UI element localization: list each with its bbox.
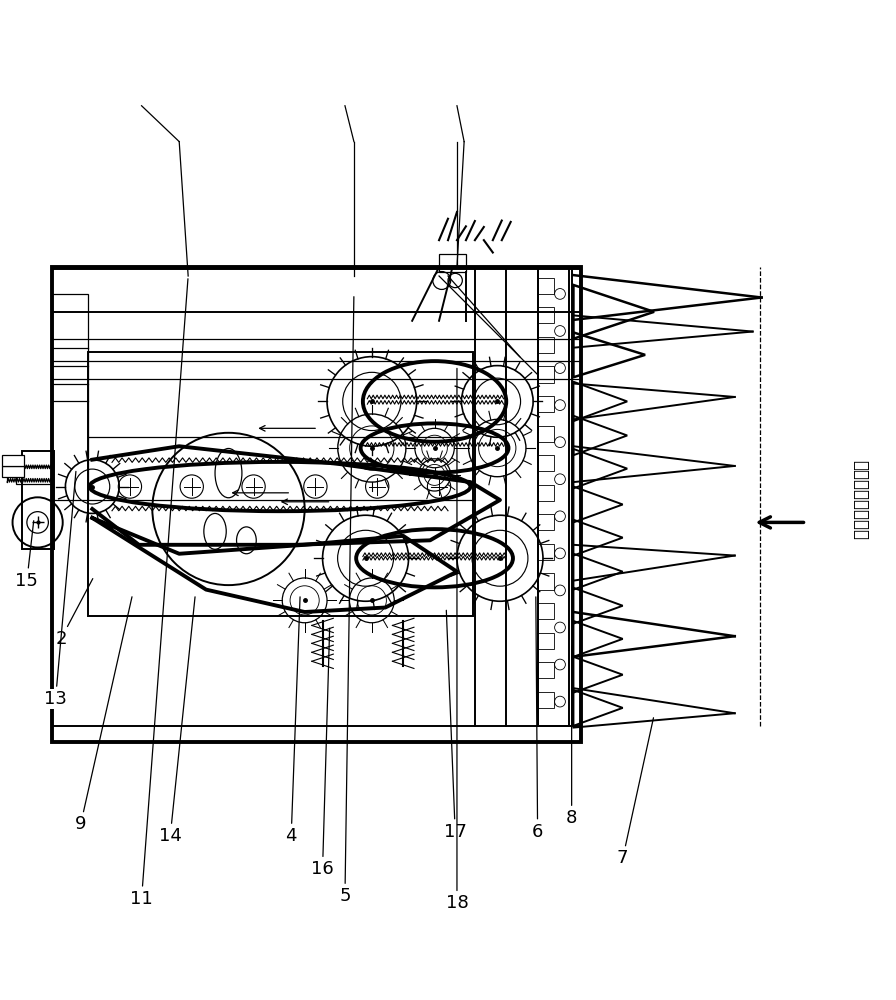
Bar (88, 352, 473, 616)
Bar (538, 692, 554, 708)
Text: 17: 17 (444, 610, 467, 841)
Bar (538, 514, 554, 530)
Text: 15: 15 (15, 521, 39, 590)
Bar (538, 396, 554, 412)
Text: 8: 8 (566, 646, 577, 827)
Bar (538, 485, 554, 501)
Bar (538, 366, 554, 383)
Text: 7: 7 (617, 718, 653, 867)
Bar (22, 451, 54, 549)
Bar (538, 633, 554, 649)
Bar (538, 267, 572, 726)
Bar (538, 426, 554, 442)
Text: 18: 18 (445, 368, 469, 912)
Bar (2, 455, 24, 466)
Bar (538, 307, 554, 323)
Bar (538, 544, 554, 560)
Text: 9: 9 (75, 597, 132, 833)
Bar (439, 254, 466, 272)
Bar (52, 294, 88, 500)
Bar (538, 603, 554, 619)
Text: 11: 11 (130, 279, 188, 908)
Text: 作物由此进入割台: 作物由此进入割台 (851, 460, 869, 540)
Bar (16, 466, 52, 484)
Bar (538, 278, 554, 294)
Text: 6: 6 (532, 597, 543, 841)
Text: 14: 14 (159, 597, 195, 845)
Bar (538, 662, 554, 678)
Text: 5: 5 (340, 297, 354, 905)
Bar (538, 573, 554, 590)
Text: 16: 16 (311, 628, 334, 878)
Bar (52, 267, 581, 742)
Text: 2: 2 (56, 579, 93, 648)
Bar (538, 337, 554, 353)
Bar (52, 269, 581, 312)
Bar (2, 466, 24, 477)
Text: 4: 4 (286, 597, 300, 845)
Bar (538, 455, 554, 471)
Text: 13: 13 (44, 471, 76, 708)
